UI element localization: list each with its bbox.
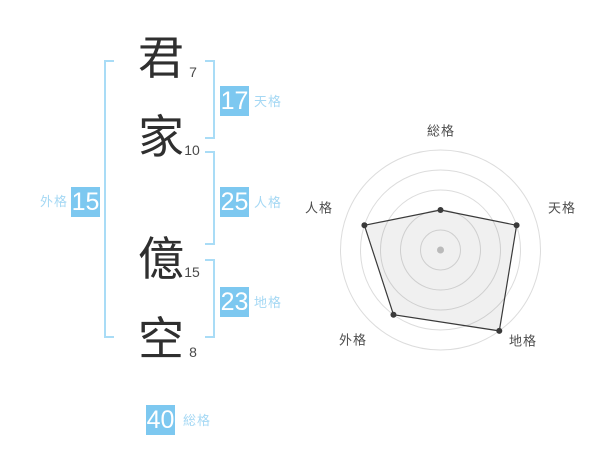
name-character-1: 君 <box>138 32 184 84</box>
tenkaku-value-badge: 17 <box>220 86 249 116</box>
gaikaku-bracket <box>104 60 114 338</box>
radar-axis-label: 外格 <box>339 333 367 348</box>
name-character-3: 億 <box>138 233 184 285</box>
tenkaku-label: 天格 <box>254 94 283 109</box>
name-character-2: 家 <box>138 111 184 163</box>
gaikaku-value-badge: 15 <box>71 187 100 217</box>
radar-axis-label: 総格 <box>427 124 455 139</box>
radar-axis-label: 地格 <box>509 334 537 349</box>
radar-axis-label: 天格 <box>548 201 576 216</box>
jinkaku-label: 人格 <box>254 195 283 210</box>
stroke-count-4: 8 <box>189 344 197 360</box>
name-character-4: 空 <box>138 313 184 365</box>
gaikaku-label: 外格 <box>40 194 69 209</box>
jinkaku-bracket <box>205 151 215 245</box>
tenkaku-bracket <box>205 60 215 139</box>
stroke-count-2: 10 <box>184 142 200 158</box>
chikaku-value-badge: 23 <box>220 287 249 317</box>
stroke-count-1: 7 <box>189 64 197 80</box>
chikaku-bracket <box>205 259 215 338</box>
radar-axis-label: 人格 <box>305 201 333 216</box>
chikaku-label: 地格 <box>254 295 283 310</box>
stroke-count-3: 15 <box>184 264 200 280</box>
soukaku-label: 総格 <box>183 413 212 428</box>
jinkaku-value-badge: 25 <box>220 187 249 217</box>
soukaku-value-badge: 40 <box>146 405 175 435</box>
